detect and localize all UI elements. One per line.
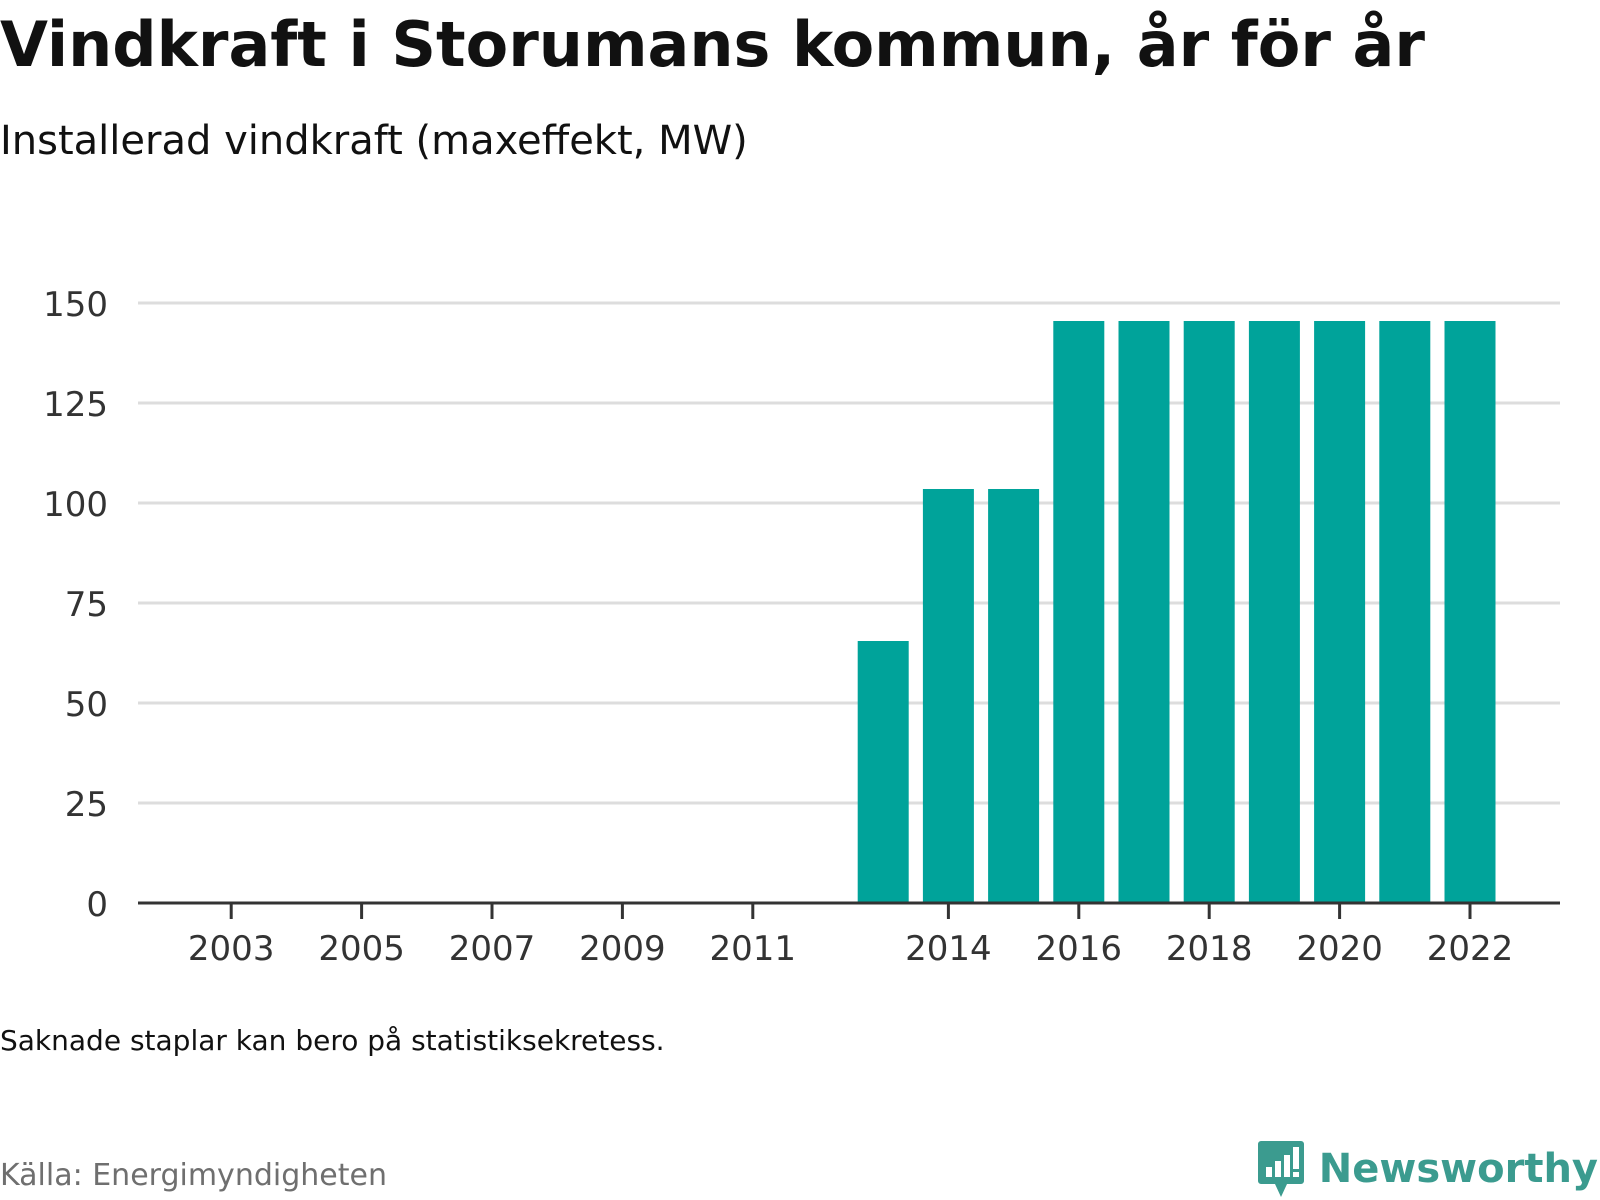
bar-2018 — [1183, 321, 1235, 903]
y-tick-label: 150 — [43, 285, 108, 325]
bar-2020 — [1314, 321, 1366, 903]
bar-2021 — [1379, 321, 1431, 903]
brand-name: Newsworthy — [1318, 1146, 1598, 1192]
x-tick-label: 2022 — [1427, 929, 1514, 969]
y-tick-label: 100 — [43, 485, 108, 525]
chart-subtitle: Installerad vindkraft (maxeffekt, MW) — [0, 118, 748, 164]
y-tick-label: 75 — [65, 585, 108, 625]
x-tick-label: 2009 — [579, 929, 666, 969]
x-tick-label: 2005 — [318, 929, 405, 969]
bar-2017 — [1118, 321, 1170, 903]
y-tick-label: 50 — [65, 685, 108, 725]
y-tick-label: 0 — [86, 885, 108, 925]
bar-2019 — [1248, 321, 1300, 903]
x-tick-label: 2020 — [1296, 929, 1383, 969]
bar-2014 — [922, 489, 974, 903]
x-tick-label: 2018 — [1166, 929, 1253, 969]
bar-2013 — [857, 641, 909, 903]
x-tick-label: 2011 — [710, 929, 797, 969]
newsworthy-logo-icon — [1257, 1141, 1304, 1197]
y-tick-label: 125 — [43, 385, 108, 425]
bar-2016 — [1053, 321, 1105, 903]
brand-logo: Newsworthy — [1257, 1138, 1598, 1200]
source-label: Källa: Energimyndigheten — [0, 1158, 387, 1193]
footnote: Saknade staplar kan bero på statistiksek… — [0, 1024, 665, 1057]
axes: 0 25 50 75 100 125 150 2003 2005 2007 2009 2011 2014… — [43, 285, 1560, 969]
bar-2022 — [1444, 321, 1496, 903]
x-tick-label: 2014 — [905, 929, 992, 969]
x-tick-label: 2007 — [449, 929, 536, 969]
bar-2015 — [988, 489, 1040, 903]
y-tick-label: 25 — [65, 785, 108, 825]
chart-title: Vindkraft i Storumans kommun, år för år — [0, 8, 1425, 81]
x-tick-label: 2003 — [188, 929, 275, 969]
x-tick-label: 2016 — [1036, 929, 1123, 969]
bar-chart: 0 25 50 75 100 125 150 2003 2005 2007 2009 2011 2014… — [43, 285, 1560, 969]
bars — [857, 321, 1496, 903]
